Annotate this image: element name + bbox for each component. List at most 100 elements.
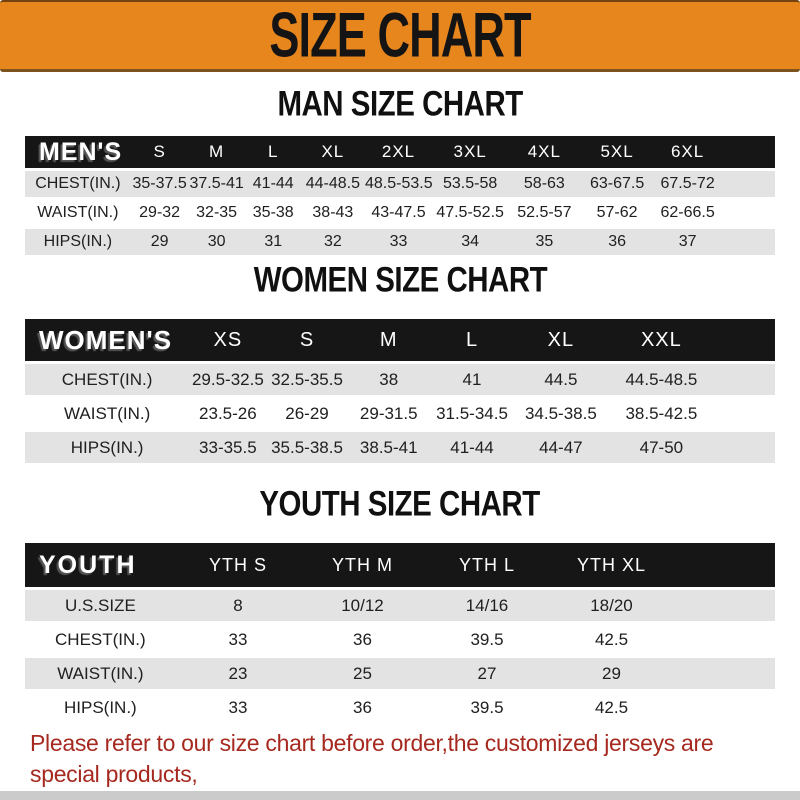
men-section-heading-text: MAN SIZE CHART [277,83,523,124]
table-row: WAIST(IN.) 29-32 32-35 35-38 38-43 43-47.5 47.… [25,200,775,226]
size-value-cell: 29-31.5 [347,398,430,429]
size-value-cell: 35-38 [244,200,302,226]
size-value-cell: 35-37.5 [130,171,189,197]
size-column-header: XL [514,319,608,361]
size-value-cell: 44-47 [514,432,608,463]
table-row: U.S.SIZE 8 10/12 14/16 18/20 [25,590,775,621]
table-header-row: YOUTH YTH S YTH M YTH L YTH XL [25,543,775,587]
table-row: WAIST(IN.) 23.5-26 26-29 29-31.5 31.5-34.5 34… [25,398,775,429]
size-value-cell: 42.5 [549,692,674,723]
size-column-header: XL [301,136,364,168]
women-section-heading: WOMEN SIZE CHART [0,259,800,299]
size-column-header: L [244,136,302,168]
size-value-cell: 62-66.5 [652,200,723,226]
size-value-cell: 29 [549,658,674,689]
table-category-label: WOMEN'S [25,319,190,361]
size-column-header: XS [189,319,267,361]
size-value-cell: 29-32 [130,200,189,226]
size-value-cell: 52.5-57 [507,200,582,226]
size-value-cell: 63-67.5 [581,171,653,197]
size-column-header: YTH S [175,543,301,587]
filler-cell [673,658,775,689]
size-value-cell: 14/16 [424,590,550,621]
table-category-label: MEN'S [25,136,131,168]
size-column-header: M [347,319,430,361]
row-label: WAIST(IN.) [25,200,131,226]
filler-cell [673,692,775,723]
size-column-header: S [130,136,189,168]
size-column-header: 4XL [507,136,582,168]
size-column-header: 6XL [652,136,723,168]
size-value-cell: 34.5-38.5 [514,398,608,429]
size-value-cell: 25 [300,658,425,689]
size-value-cell: 43-47.5 [364,200,433,226]
men-section-heading: MAN SIZE CHART [0,83,800,124]
row-label: HIPS(IN.) [25,432,190,463]
size-column-header: L [430,319,514,361]
filler-header [722,136,775,168]
mens-size-table: MEN'S S M L XL 2XL 3XL 4XL 5XL 6XL CHEST(IN.) 35-3… [25,133,775,258]
size-value-cell: 44.5 [514,364,608,395]
filler-cell [673,624,775,655]
row-label: HIPS(IN.) [25,229,131,255]
size-value-cell: 38.5-42.5 [607,398,715,429]
size-value-cell: 41-44 [244,171,302,197]
womens-size-table: WOMEN'S XS S M L XL XXL CHEST(IN.) 29.5-32.5 32.… [25,316,775,466]
bottom-strip [0,791,800,800]
size-value-cell: 41 [430,364,514,395]
filler-header [715,319,775,361]
size-value-cell: 32.5-35.5 [266,364,348,395]
size-value-cell: 36 [300,692,425,723]
filler-cell [715,364,775,395]
table-row: WAIST(IN.) 23 25 27 29 [25,658,775,689]
table-row: HIPS(IN.) 29 30 31 32 33 34 35 36 37 [25,229,775,255]
size-value-cell: 53.5-58 [433,171,508,197]
size-value-cell: 29 [130,229,189,255]
size-column-header: S [266,319,348,361]
youth-size-table: YOUTH YTH S YTH M YTH L YTH XL U.S.SIZE 8 10/1… [25,540,775,726]
size-value-cell: 44.5-48.5 [607,364,715,395]
size-value-cell: 32 [301,229,364,255]
filler-cell [722,171,775,197]
row-label: CHEST(IN.) [25,364,190,395]
size-value-cell: 33 [175,624,301,655]
table-row: HIPS(IN.) 33-35.5 35.5-38.5 38.5-41 41-44 44-… [25,432,775,463]
size-value-cell: 57-62 [581,200,653,226]
size-chart-banner: SIZE CHART [0,0,800,72]
size-value-cell: 34 [433,229,508,255]
size-value-cell: 39.5 [424,624,550,655]
size-column-header: YTH L [424,543,550,587]
size-value-cell: 58-63 [507,171,582,197]
filler-cell [673,590,775,621]
size-value-cell: 10/12 [300,590,425,621]
size-value-cell: 27 [424,658,550,689]
order-notice-line1: Please refer to our size chart before or… [30,730,714,787]
filler-header [673,543,775,587]
size-value-cell: 32-35 [188,200,245,226]
size-column-header: YTH M [300,543,425,587]
row-label: HIPS(IN.) [25,692,176,723]
size-value-cell: 37.5-41 [188,171,245,197]
size-value-cell: 35 [507,229,582,255]
size-column-header: 3XL [433,136,508,168]
row-label: CHEST(IN.) [25,171,131,197]
size-value-cell: 23.5-26 [189,398,267,429]
size-value-cell: 31.5-34.5 [430,398,514,429]
table-row: HIPS(IN.) 33 36 39.5 42.5 [25,692,775,723]
size-column-header: YTH XL [549,543,674,587]
row-label: CHEST(IN.) [25,624,176,655]
table-header-row: MEN'S S M L XL 2XL 3XL 4XL 5XL 6XL [25,136,775,168]
size-value-cell: 33 [364,229,433,255]
size-value-cell: 42.5 [549,624,674,655]
size-value-cell: 33-35.5 [189,432,267,463]
size-value-cell: 36 [581,229,653,255]
table-row: CHEST(IN.) 33 36 39.5 42.5 [25,624,775,655]
size-value-cell: 31 [244,229,302,255]
filler-cell [722,229,775,255]
row-label: WAIST(IN.) [25,398,190,429]
size-column-header: M [188,136,245,168]
filler-cell [722,200,775,226]
size-value-cell: 33 [175,692,301,723]
size-value-cell: 26-29 [266,398,348,429]
